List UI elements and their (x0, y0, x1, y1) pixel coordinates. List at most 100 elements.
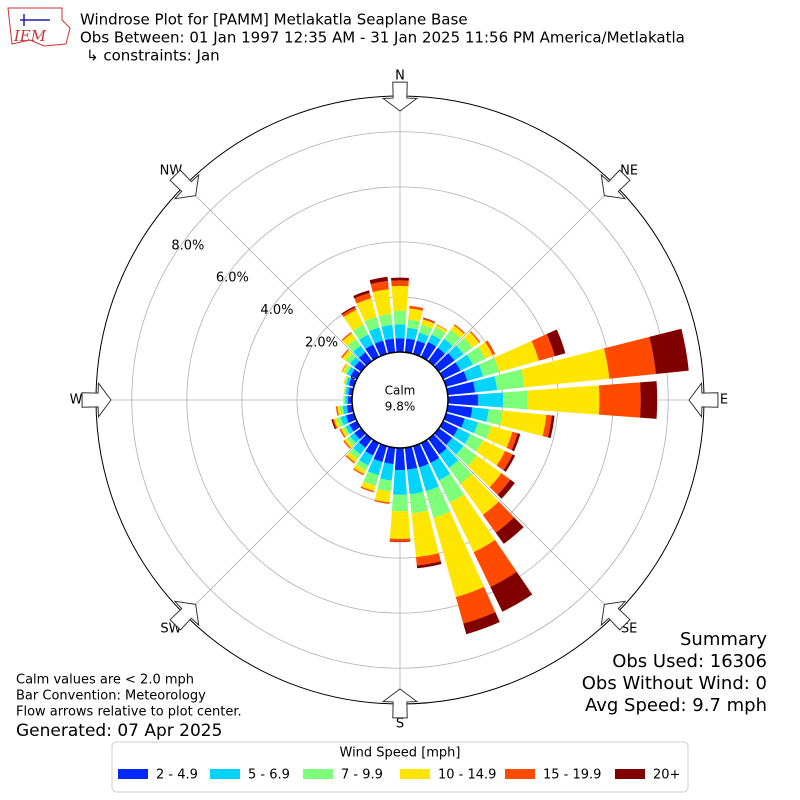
bar-segment (352, 324, 369, 340)
bar-segment (342, 395, 344, 405)
bar-segment (406, 327, 418, 341)
chart-subtitle: Obs Between: 01 Jan 1997 12:35 AM - 31 J… (80, 29, 685, 47)
bar-segment (447, 394, 479, 406)
bar-segment (470, 407, 489, 422)
bar-segment (413, 340, 426, 357)
note: Calm values are < 2.0 mph (16, 673, 194, 688)
bar-segment (359, 334, 374, 349)
bar-segment (464, 331, 480, 348)
bar-segment (369, 327, 384, 344)
bar-segment (346, 452, 358, 463)
bar-segment (331, 419, 337, 430)
bar-segment (373, 443, 387, 463)
bar-segment (391, 285, 409, 311)
bar-segment (419, 463, 439, 492)
summary-line: Avg Speed: 9.7 mph (585, 695, 767, 716)
bar-segment (453, 324, 466, 335)
bar-segment (384, 338, 396, 354)
bar-segment (420, 341, 437, 361)
bar-segment (433, 511, 484, 598)
bar-segment (340, 427, 348, 438)
bar-segment (341, 363, 349, 374)
bar-segment (409, 491, 428, 514)
bar-segment (435, 324, 448, 333)
r-tick-label: 8.0% (171, 238, 204, 253)
legend-label: 7 - 9.9 (341, 768, 383, 783)
bar-segment (356, 460, 369, 471)
bar-segment (349, 432, 360, 444)
legend-title: Wind Speed [mph] (340, 746, 461, 761)
bar-segment (345, 395, 349, 405)
bar-segment (356, 298, 377, 322)
bar-segment (448, 345, 464, 361)
bar-segment (389, 541, 411, 543)
bar-segment (493, 340, 539, 372)
bar-segment (473, 422, 492, 439)
bar-segment (473, 539, 517, 587)
bar-segment (598, 382, 641, 418)
bar-segment (531, 334, 555, 361)
radial-grid-line (433, 433, 616, 616)
bar-segment (393, 469, 407, 495)
bar-segment (446, 404, 473, 418)
bar-segment (428, 434, 447, 455)
bar-segment (404, 338, 416, 354)
bar-segment (353, 290, 370, 299)
bar-segment (394, 324, 406, 339)
bar-segment (497, 479, 515, 499)
radial-grid-line (184, 184, 367, 367)
bar-segment (341, 305, 356, 315)
flow-arrow (81, 381, 112, 419)
legend-swatch (118, 769, 148, 779)
radial-grid-line (184, 433, 367, 616)
bar-segment (370, 281, 389, 293)
bar-segment (389, 511, 411, 539)
bar-segment (521, 348, 610, 388)
bar-segment (422, 318, 435, 324)
bar-segment (342, 307, 357, 318)
legend-label: 5 - 6.9 (248, 768, 290, 783)
bar-segment (353, 345, 366, 358)
bar-segment (345, 353, 356, 364)
bar-segment (473, 376, 498, 393)
compass-label: W (70, 393, 83, 408)
legend-label: 10 - 14.9 (438, 768, 496, 783)
bar-segment (363, 471, 379, 486)
bar-segment (542, 414, 552, 438)
flow-arrow (688, 381, 719, 419)
bar-segment (503, 454, 516, 472)
bar-segment (446, 437, 464, 455)
legend-swatch (303, 769, 333, 779)
bar-segment (455, 586, 496, 624)
bar-segment (343, 395, 346, 405)
flow-arrow (169, 169, 200, 200)
bar-segment (349, 448, 361, 460)
bar-segment (416, 561, 442, 569)
bar-segment (439, 362, 461, 380)
compass-label: SE (621, 622, 637, 637)
generated: Generated: 07 Apr 2025 (16, 721, 222, 741)
grid-ring (131, 131, 669, 669)
bar-segment (340, 415, 349, 426)
bar-segment (420, 439, 440, 464)
chart-title: Windrose Plot for [PAMM] Metlakatla Seap… (80, 11, 468, 29)
bar-segment (346, 436, 356, 446)
legend-swatch (400, 769, 430, 779)
bar-segment (446, 381, 476, 396)
bar-segment (407, 319, 420, 330)
bar-segment (342, 333, 356, 346)
bar-segment (377, 478, 392, 492)
bar-segment (428, 334, 441, 347)
bar-segment (434, 353, 455, 372)
bar-segment (333, 417, 340, 429)
compass-label: N (395, 69, 405, 84)
bar-segment (467, 455, 502, 488)
bar-segment (344, 365, 352, 375)
bar-segment (364, 316, 380, 332)
bar-segment (365, 344, 380, 361)
bar-segment (365, 439, 380, 456)
bar-segment (374, 489, 391, 503)
bar-segment (511, 433, 521, 452)
bar-segment (428, 347, 445, 366)
bar-segment (367, 458, 383, 476)
